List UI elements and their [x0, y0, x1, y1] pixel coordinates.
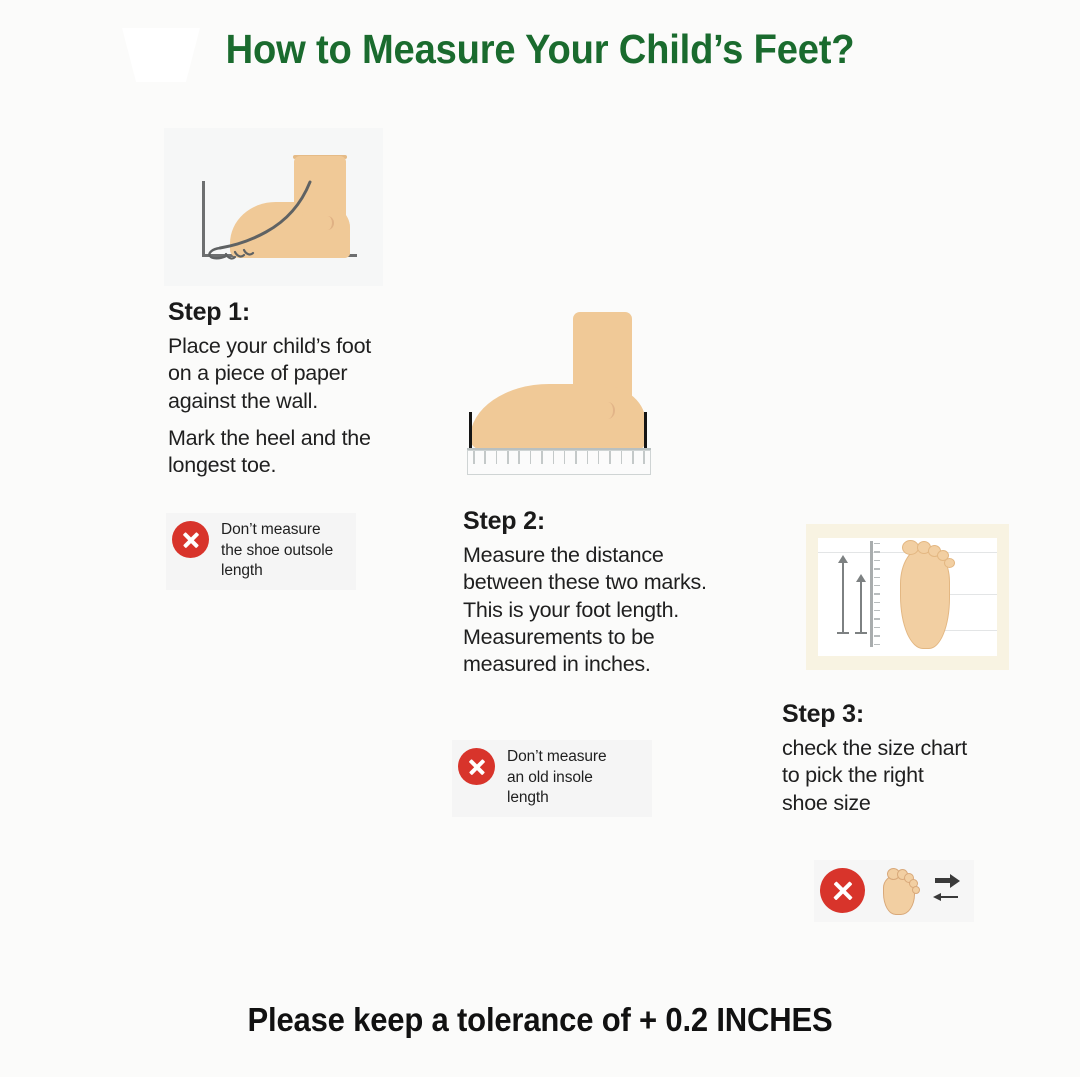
step-3-line-3: shoe size	[782, 790, 871, 815]
warning-1-line-2: the shoe outsole	[221, 541, 334, 559]
step-1-warning: Don’t measure the shoe outsole length	[166, 513, 356, 590]
footprint-sole-shape	[900, 547, 950, 649]
page-title: How to Measure Your Child’s Feet?	[225, 26, 855, 72]
step-1-body: Place your child’s foot on a piece of pa…	[168, 333, 418, 479]
short-measure-arrow-icon	[855, 574, 867, 634]
arrow-left-icon	[933, 892, 958, 902]
chart-gridline	[906, 630, 997, 631]
step-1-line-3: against the wall.	[168, 388, 318, 413]
long-measure-arrow-icon	[837, 555, 849, 634]
step-3-warning	[814, 860, 974, 922]
toe-5	[944, 558, 955, 568]
step-2-body: Measure the distance between these two m…	[463, 542, 783, 678]
step-1-line-4: Mark the heel and the	[168, 425, 371, 450]
step-2-line-5: measured in inches.	[463, 652, 651, 677]
step-1-heading: Step 1:	[168, 298, 250, 326]
red-x-icon	[172, 521, 209, 558]
step-1-line-group-1: Place your child’s foot on a piece of pa…	[168, 333, 418, 415]
step-2-line-4: Measurements to be	[463, 624, 655, 649]
step-2-line-group: Measure the distance between these two m…	[463, 542, 783, 678]
ruler-top-edge	[467, 448, 651, 451]
tolerance-note: Please keep a tolerance of + 0.2 INCHES	[247, 1001, 833, 1038]
step-3-text-block: Step 3: check the size chart to pick the…	[782, 700, 1022, 817]
step-2-line-2: between these two marks.	[463, 570, 707, 595]
step-3-line-2: to pick the right	[782, 763, 924, 788]
heel-shape	[302, 206, 350, 258]
step-2-illustration	[455, 302, 675, 480]
foot-outline-trace-icon	[208, 180, 312, 260]
heel-mark-line	[644, 412, 647, 449]
step-3-illustration	[806, 524, 1009, 670]
ruler-icon	[467, 450, 651, 475]
toe-5	[912, 886, 920, 894]
ankle-crease	[603, 402, 615, 419]
step-3-body: check the size chart to pick the right s…	[782, 735, 1022, 817]
toe-mark-line	[469, 412, 472, 449]
step-1-line-5: longest toe.	[168, 453, 277, 478]
warning-1-line-1: Don’t measure	[221, 521, 321, 538]
step-2-heading: Step 2:	[463, 507, 545, 535]
red-x-icon	[458, 748, 495, 785]
step-1-warning-text: Don’t measure the shoe outsole length	[221, 519, 333, 582]
size-chart-panel	[818, 538, 997, 656]
step-1-line-2: on a piece of paper	[168, 361, 348, 386]
step-2-line-3: This is your foot length.	[463, 597, 680, 622]
red-x-icon	[820, 868, 865, 913]
step-2-warning-text: Don’t measure an old insole length	[507, 746, 607, 809]
warning-2-line-1: Don’t measure	[507, 748, 607, 765]
warning-2-line-2: an old insole	[507, 768, 593, 786]
ruler-ticks	[874, 543, 881, 645]
step-3-line-group: check the size chart to pick the right s…	[782, 735, 1022, 817]
footprint-icon	[879, 868, 923, 915]
warning-2-line-3: length	[507, 789, 549, 807]
step-3-line-1: check the size chart	[782, 736, 968, 760]
step-2-warning: Don’t measure an old insole length	[452, 740, 652, 817]
arrow-right-icon	[935, 873, 960, 888]
step-2-text-block: Step 2: Measure the distance between the…	[463, 507, 783, 678]
wall-line	[202, 181, 205, 257]
watermark-shape	[122, 28, 200, 82]
vertical-ruler-icon	[870, 541, 873, 647]
step-1-text-block: Step 1: Place your child’s foot on a pie…	[168, 298, 418, 479]
step-1-line-group-2: Mark the heel and the longest toe.	[168, 425, 418, 480]
step-1-line-1: Place your child’s foot	[168, 334, 371, 358]
step-2-line-1: Measure the distance	[463, 543, 664, 567]
warning-1-line-3: length	[221, 562, 263, 580]
toe-4	[937, 550, 949, 561]
chart-gridline	[906, 594, 997, 595]
step-1-illustration	[164, 128, 383, 286]
ankle-crease	[323, 216, 334, 230]
step-3-heading: Step 3:	[782, 700, 864, 728]
measure-arrows-icon	[933, 872, 961, 912]
